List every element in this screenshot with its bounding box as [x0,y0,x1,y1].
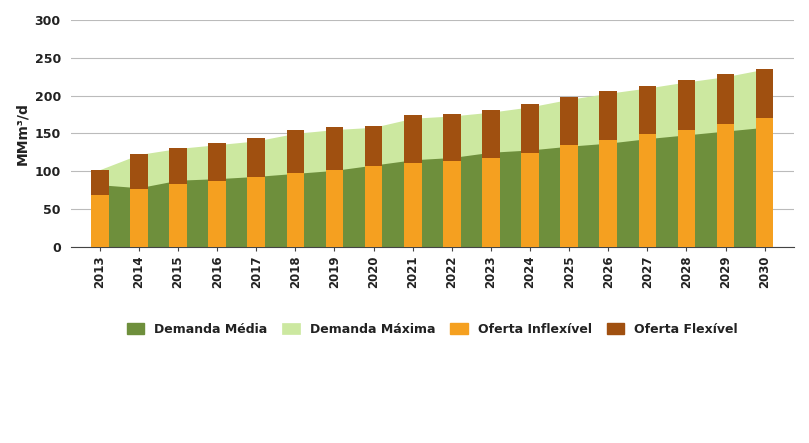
Bar [169,184,187,247]
Bar [169,148,187,184]
Bar [638,86,656,134]
Bar [638,134,656,247]
Bar [599,140,617,247]
Bar [248,177,265,247]
Bar [561,145,578,247]
Bar [365,126,383,166]
Bar [561,97,578,145]
Bar [756,118,773,247]
Bar [286,173,304,247]
Bar [326,127,343,171]
Bar [717,74,735,124]
Bar [678,80,695,129]
Bar [365,166,383,247]
Bar [326,171,343,247]
Bar [130,189,148,247]
Bar [209,143,226,181]
Bar [404,115,421,163]
Bar [599,91,617,140]
Bar [443,161,460,247]
Bar [482,158,500,247]
Bar [521,153,539,247]
Bar [248,138,265,177]
Legend: Demanda Média, Demanda Máxima, Oferta Inflexível, Oferta Flexível: Demanda Média, Demanda Máxima, Oferta In… [126,323,738,336]
Bar [756,69,773,118]
Bar [678,129,695,247]
Bar [209,181,226,247]
Bar [482,110,500,158]
Bar [521,104,539,153]
Bar [286,130,304,173]
Bar [717,124,735,247]
Bar [443,114,460,161]
Bar [130,154,148,189]
Bar [91,170,108,194]
Bar [404,163,421,247]
Y-axis label: MMm³/d: MMm³/d [15,102,29,165]
Bar [91,194,108,247]
